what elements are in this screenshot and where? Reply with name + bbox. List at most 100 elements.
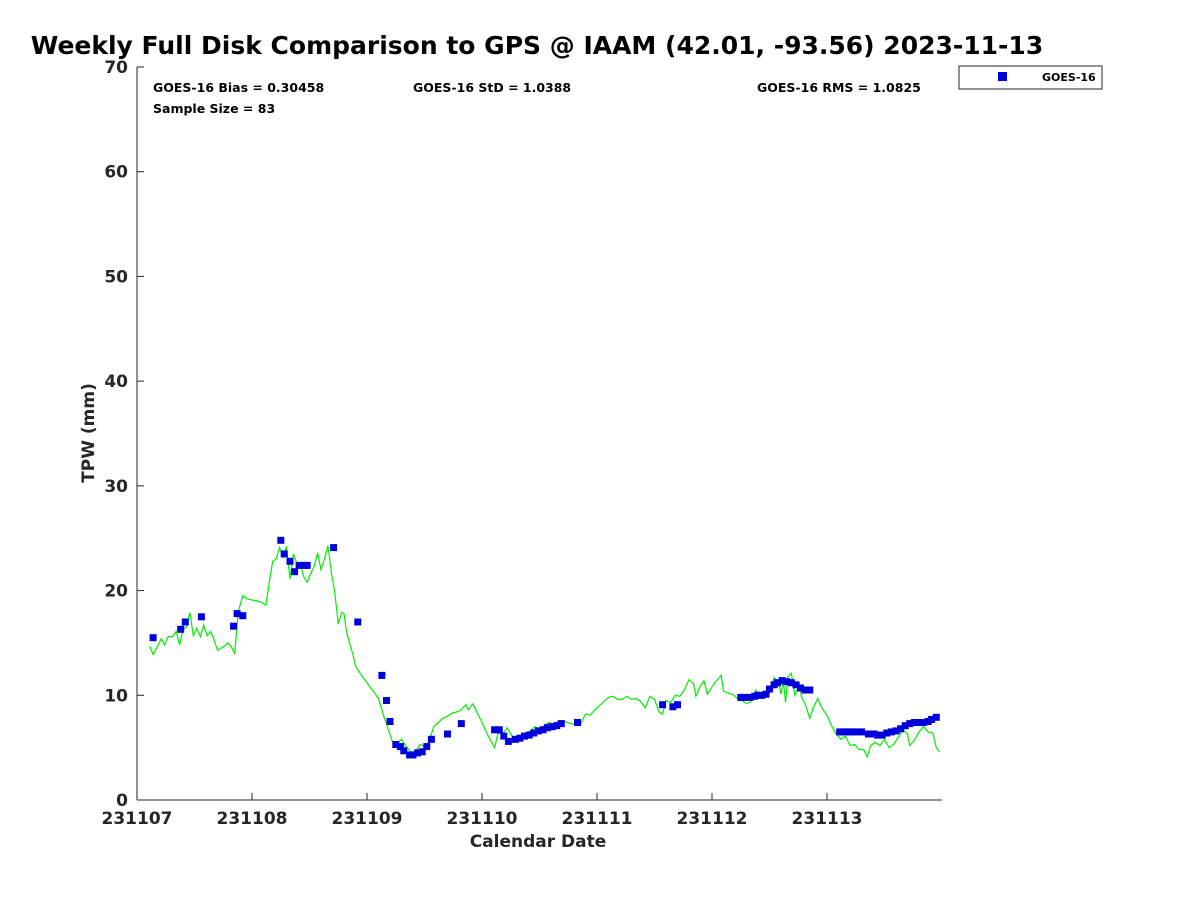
goes16-point xyxy=(539,726,547,734)
y-tick-label: 30 xyxy=(104,477,128,497)
goes16-point xyxy=(354,618,362,626)
std-stat: GOES-16 StD = 1.0388 xyxy=(413,80,571,95)
legend-box xyxy=(958,65,1103,90)
x-tick-label: 231107 xyxy=(102,809,173,829)
goes16-point xyxy=(386,718,394,725)
goes16-point xyxy=(511,735,519,743)
goes16-point xyxy=(444,730,451,738)
goes16-point xyxy=(574,719,581,726)
goes16-point xyxy=(286,557,294,565)
goes16-point xyxy=(874,731,882,739)
goes16-point xyxy=(853,728,861,736)
x-ticks: 231107 231108 231109 231110 231111 231112 2311… xyxy=(102,793,863,829)
goes16-point xyxy=(848,728,856,736)
goes16-point xyxy=(553,722,561,730)
goes16-point xyxy=(544,724,551,732)
goes16-point xyxy=(330,544,338,552)
legend-label-goes: GOES-16 xyxy=(1042,71,1096,84)
goes16-point xyxy=(864,730,872,738)
x-tick-label: 231112 xyxy=(677,809,748,829)
x-axis-label: Calendar Date xyxy=(470,832,607,852)
y-ticks: 0 10 20 30 40 50 60 70 xyxy=(104,58,144,811)
goes16-point xyxy=(530,729,538,737)
goes16-point xyxy=(303,561,311,569)
goes16-point xyxy=(836,728,844,736)
goes16-point xyxy=(521,732,528,740)
goes16-point xyxy=(548,723,556,731)
goes16-point xyxy=(295,561,303,569)
goes16-point xyxy=(920,719,928,726)
goes16-point xyxy=(383,697,390,704)
goes16-point xyxy=(892,727,900,735)
goes16-point xyxy=(801,686,809,694)
goes16-point xyxy=(897,725,905,733)
goes16-point xyxy=(177,625,185,633)
sample-size-stat: Sample Size = 83 xyxy=(153,101,275,116)
goes16-point xyxy=(149,634,157,642)
goes16-point xyxy=(500,732,508,740)
goes16-point xyxy=(766,685,773,693)
goes16-point xyxy=(418,748,426,756)
goes16-point xyxy=(534,727,542,735)
goes-series xyxy=(149,536,940,759)
y-tick-label: 20 xyxy=(104,582,128,602)
goes16-point xyxy=(392,741,400,748)
goes16-point xyxy=(787,679,795,687)
goes16-point xyxy=(915,719,923,726)
goes16-point xyxy=(291,568,299,576)
goes16-point xyxy=(233,610,241,618)
chart-title: Weekly Full Disk Comparison to GPS @ IAA… xyxy=(31,31,1043,60)
x-tick-label: 231111 xyxy=(562,809,633,829)
goes16-point xyxy=(491,726,499,734)
goes16-point xyxy=(457,720,465,728)
x-tick-label: 231109 xyxy=(332,809,403,829)
goes16-point xyxy=(792,681,800,689)
stats-block: GOES-16 Bias = 0.30458 GOES-16 StD = 1.0… xyxy=(153,80,921,116)
goes16-point xyxy=(932,713,940,721)
goes16-point xyxy=(181,618,189,626)
rms-stat: GOES-16 RMS = 1.0825 xyxy=(757,80,921,95)
y-tick-label: 40 xyxy=(104,372,128,392)
goes16-point xyxy=(928,715,936,723)
legend-marker-goes xyxy=(998,72,1007,81)
goes16-point xyxy=(740,693,748,701)
goes16-point xyxy=(878,731,886,739)
goes16-point xyxy=(423,743,431,751)
goes16-point xyxy=(525,731,533,739)
x-tick-label: 231108 xyxy=(217,809,288,829)
x-tick-label: 231113 xyxy=(792,809,863,829)
goes16-point xyxy=(659,701,667,709)
goes16-point xyxy=(797,684,804,692)
goes16-point xyxy=(840,728,848,736)
goes16-point xyxy=(197,613,205,621)
goes16-point xyxy=(516,734,524,742)
y-tick-label: 10 xyxy=(104,686,128,706)
goes16-point xyxy=(414,749,422,757)
goes16-point xyxy=(277,536,285,544)
plot-area: 0 10 20 30 40 50 60 70 231107 231108 231109 231110… xyxy=(102,58,942,829)
goes16-point xyxy=(762,690,770,698)
goes16-point xyxy=(396,743,404,751)
goes16-point xyxy=(669,703,677,711)
goes16-point xyxy=(495,726,503,734)
goes16-point xyxy=(906,720,914,728)
goes16-point xyxy=(858,728,865,736)
goes16-point xyxy=(230,622,238,630)
goes16-point xyxy=(239,612,247,620)
goes16-point xyxy=(901,722,909,730)
goes16-point xyxy=(409,751,417,759)
goes16-point xyxy=(427,735,435,743)
goes16-point xyxy=(774,679,782,687)
legend: GOES-16 xyxy=(958,65,1103,90)
y-axis-label: TPW (mm) xyxy=(79,383,99,483)
goes16-point xyxy=(883,729,891,737)
goes16-point xyxy=(557,720,565,728)
goes16-point xyxy=(910,719,918,726)
goes16-point xyxy=(806,686,814,694)
goes16-point xyxy=(400,747,408,755)
bias-stat: GOES-16 Bias = 0.30458 xyxy=(153,80,324,95)
x-tick-label: 231110 xyxy=(447,809,518,829)
goes16-point xyxy=(887,728,895,736)
